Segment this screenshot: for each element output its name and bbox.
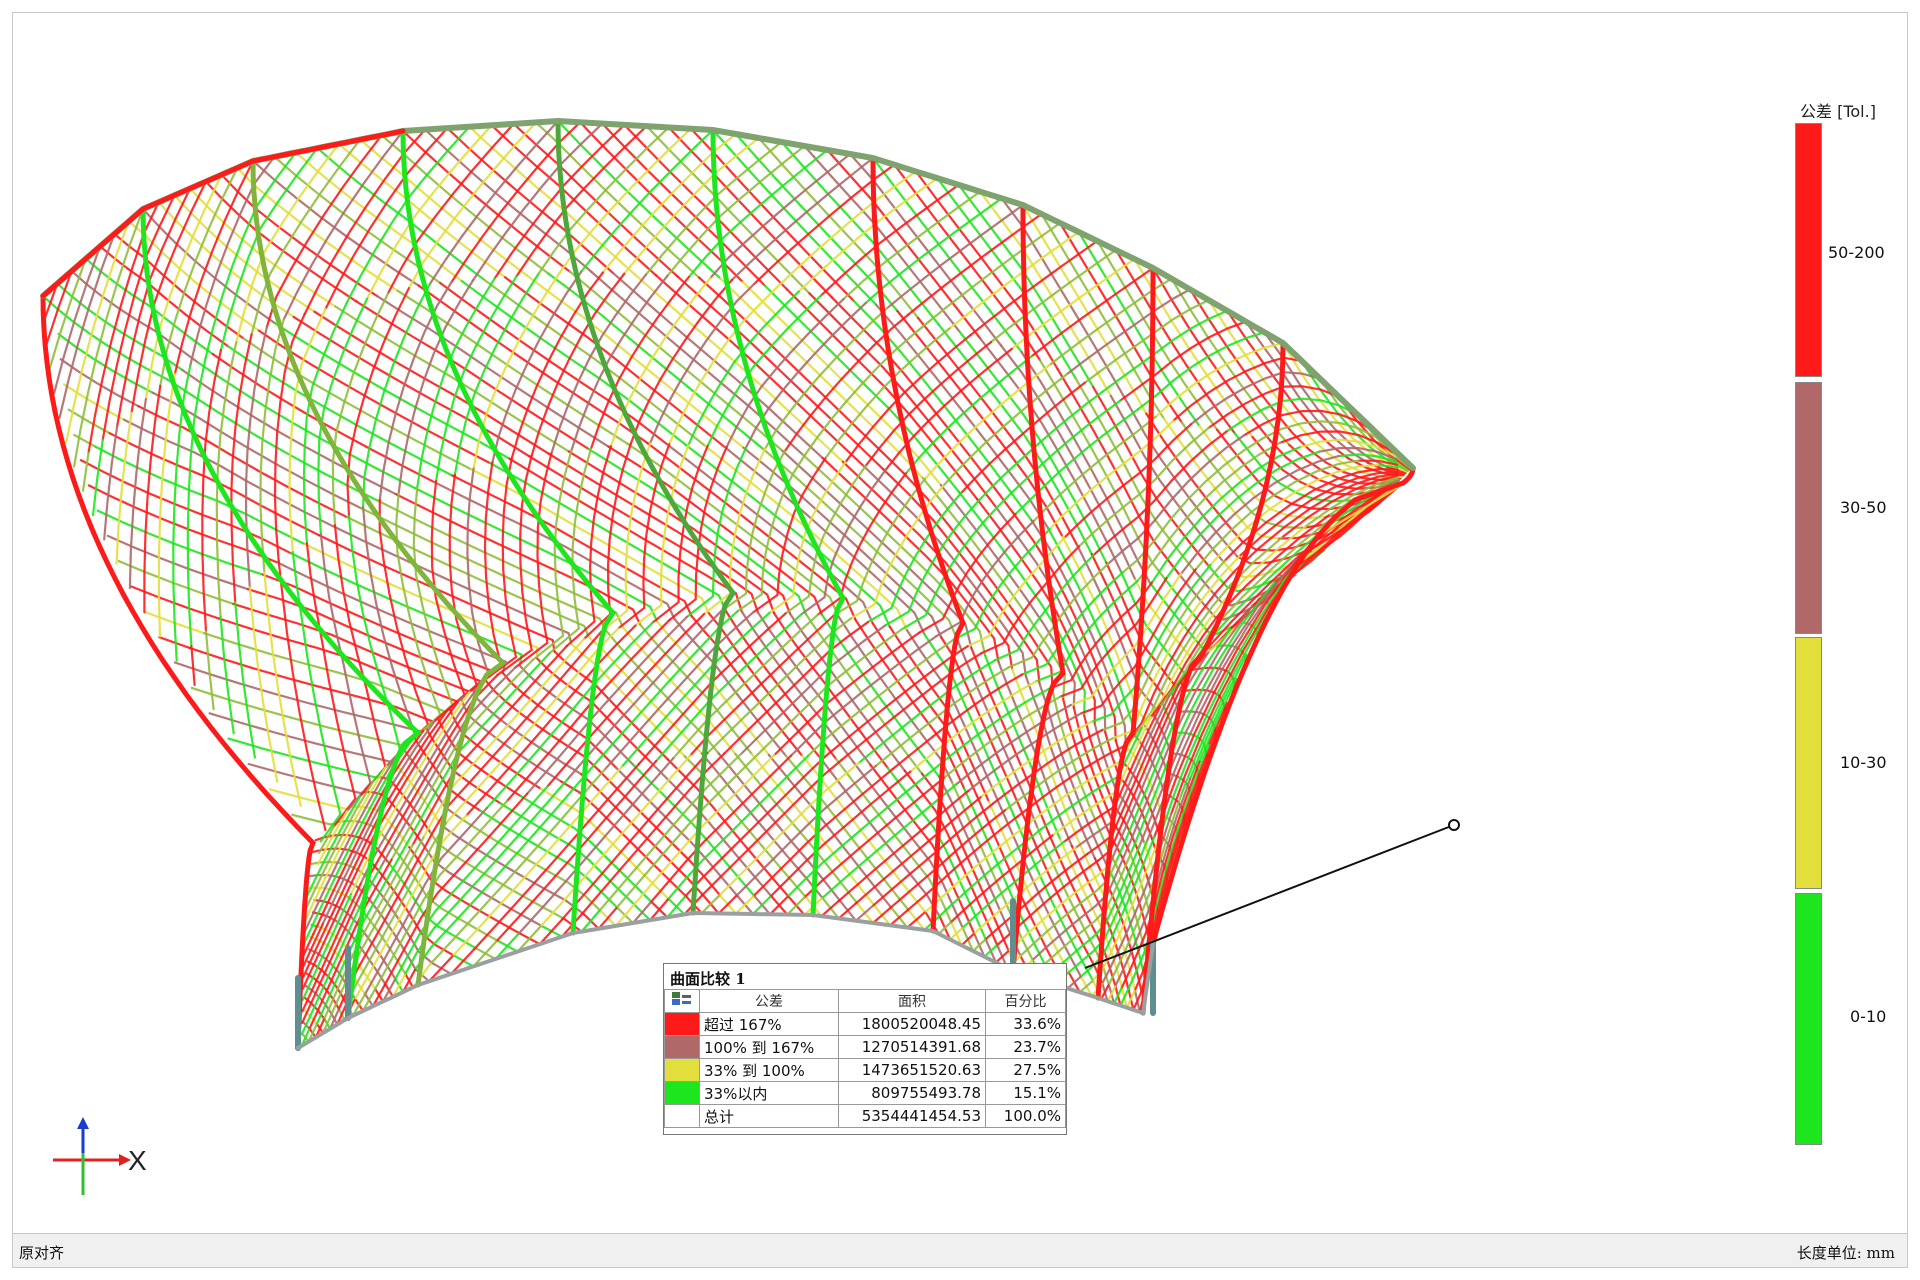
colorbar-label-0-10: 0-10 bbox=[1850, 1007, 1887, 1026]
axis-x-label: X bbox=[128, 1145, 147, 1176]
row-area: 809755493.78 bbox=[838, 1081, 986, 1105]
row-tolerance: 超过 167% bbox=[699, 1012, 839, 1036]
header-area: 面积 bbox=[838, 989, 986, 1013]
row-tolerance: 总计 bbox=[699, 1104, 839, 1128]
table-header-row: 公差 面积 百分比 bbox=[664, 989, 1066, 1013]
axis-triad bbox=[53, 1117, 131, 1195]
row-percent: 27.5% bbox=[985, 1058, 1066, 1082]
row-area: 1473651520.63 bbox=[838, 1058, 986, 1082]
result-grid: 公差 面积 百分比 超过 167% 1800520048.45 33.6% 10… bbox=[664, 989, 1066, 1128]
row-percent: 15.1% bbox=[985, 1081, 1066, 1105]
result-table-title: 曲面比较 1 bbox=[670, 970, 746, 988]
surface-comparison-mesh bbox=[40, 117, 1460, 1195]
row-percent: 33.6% bbox=[985, 1012, 1066, 1036]
length-unit-status: 长度单位: mm bbox=[1796, 1244, 1895, 1262]
table-options-icon[interactable] bbox=[664, 989, 700, 1013]
3d-viewport[interactable] bbox=[13, 13, 1907, 1231]
table-row: 33% 到 100% 1473651520.63 27.5% bbox=[664, 1058, 1066, 1082]
row-color-swatch bbox=[664, 1081, 700, 1105]
row-color-swatch bbox=[664, 1012, 700, 1036]
status-bar: 原对齐 长度单位: mm bbox=[13, 1233, 1907, 1267]
row-percent: 23.7% bbox=[985, 1035, 1066, 1059]
row-percent: 100.0% bbox=[985, 1104, 1066, 1128]
row-color-swatch bbox=[664, 1058, 700, 1082]
colorbar-title: 公差 [Tol.] bbox=[1800, 102, 1876, 121]
row-area: 1270514391.68 bbox=[838, 1035, 986, 1059]
colorbar-segment-30-50 bbox=[1795, 382, 1822, 634]
table-row: 超过 167% 1800520048.45 33.6% bbox=[664, 1012, 1066, 1036]
colorbar-label-10-30: 10-30 bbox=[1840, 753, 1887, 772]
row-color-swatch bbox=[664, 1035, 700, 1059]
comparison-result-table[interactable]: 曲面比较 1 公差 面积 百分比 超过 167% 1800520048.45 3… bbox=[663, 963, 1067, 1135]
callout-anchor-point[interactable] bbox=[1448, 819, 1460, 831]
table-row: 100% 到 167% 1270514391.68 23.7% bbox=[664, 1035, 1066, 1059]
colorbar-segment-10-30 bbox=[1795, 637, 1822, 889]
row-tolerance: 33%以内 bbox=[699, 1081, 839, 1105]
header-tolerance: 公差 bbox=[699, 989, 839, 1013]
colorbar-segment-50-200 bbox=[1795, 123, 1822, 377]
colorbar-label-50-200: 50-200 bbox=[1828, 243, 1885, 262]
colorbar-segment-0-10 bbox=[1795, 893, 1822, 1145]
row-color-swatch bbox=[664, 1104, 700, 1128]
alignment-status: 原对齐 bbox=[19, 1244, 65, 1262]
row-tolerance: 100% 到 167% bbox=[699, 1035, 839, 1059]
table-row-total: 总计 5354441454.53 100.0% bbox=[664, 1104, 1066, 1128]
table-row: 33%以内 809755493.78 15.1% bbox=[664, 1081, 1066, 1105]
row-area: 5354441454.53 bbox=[838, 1104, 986, 1128]
colorbar-label-30-50: 30-50 bbox=[1840, 498, 1887, 517]
row-tolerance: 33% 到 100% bbox=[699, 1058, 839, 1082]
row-area: 1800520048.45 bbox=[838, 1012, 986, 1036]
callout-leader-line bbox=[1084, 824, 1455, 969]
header-percent: 百分比 bbox=[985, 989, 1066, 1013]
